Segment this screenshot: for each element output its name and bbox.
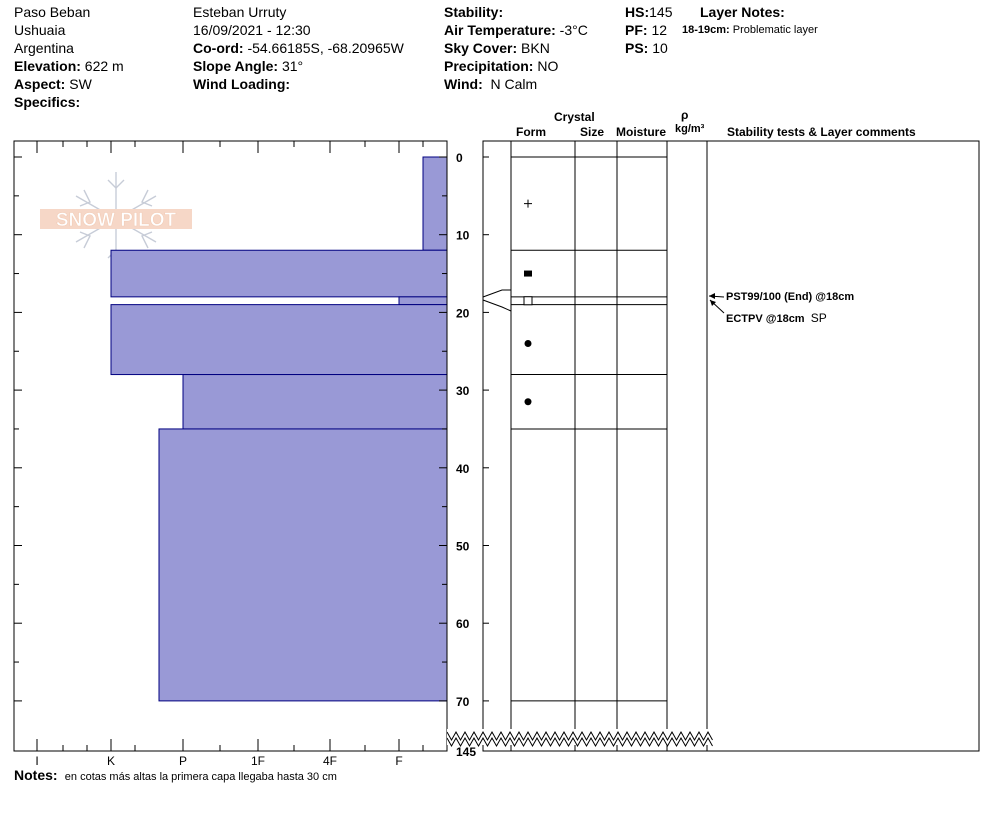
stability-test-pst: PST99/100 (End) @18cm xyxy=(726,291,855,303)
layer-notes-label: Layer Notes: xyxy=(700,4,785,20)
stability-test-ect: ECTPV @18cm SP xyxy=(726,311,827,325)
ps-label: PS: xyxy=(625,40,649,56)
layer-note-entry: 18-19cm: Problematic layer xyxy=(682,24,818,36)
pf-row: PF: 12 xyxy=(625,21,667,39)
thin-layer-connector-bottom xyxy=(482,299,512,312)
elevation-row: Elevation: 622 m xyxy=(14,57,124,75)
hardness-bar-3 xyxy=(110,304,448,376)
logo-text: SNOW PILOT xyxy=(56,210,177,231)
slope-value: 31° xyxy=(281,58,304,74)
hardness-tick-label-F: F xyxy=(395,754,402,768)
specifics-row: Specifics: xyxy=(14,93,80,111)
stability-test-ect-extra: SP xyxy=(810,311,827,325)
hardness-bar-5 xyxy=(158,428,448,702)
depth-tick-label-60: 60 xyxy=(456,617,470,631)
depth-tick-label-10: 10 xyxy=(456,229,470,243)
pf-label: PF: xyxy=(625,22,648,38)
hardness-tick-label-K: K xyxy=(107,754,115,768)
depth-tick-label-70: 70 xyxy=(456,695,470,709)
sky-label: Sky Cover: xyxy=(444,40,518,56)
stability-label: Stability: xyxy=(444,4,504,20)
notes-text: en cotas más altas la primera capa llega… xyxy=(64,771,337,783)
axis-break-zigzag-bottom xyxy=(446,736,713,748)
pf-value: 12 xyxy=(651,22,668,38)
slope-label: Slope Angle: xyxy=(193,58,279,74)
wind-row: Wind: N Calm xyxy=(444,75,537,93)
form-symbol-3 xyxy=(524,339,532,347)
layer-notes-row: Layer Notes: xyxy=(700,3,785,21)
depth-tick-label-40: 40 xyxy=(456,462,470,476)
elevation-value: 622 m xyxy=(84,58,124,74)
stability-test-ect-text: ECTPV @18cm xyxy=(726,313,805,325)
air-temp-value: -3°C xyxy=(559,22,588,38)
size-header: Size xyxy=(580,125,605,139)
notes-row: Notes: en cotas más altas la primera cap… xyxy=(14,767,337,783)
form-symbol-2 xyxy=(523,296,533,306)
hs-label: HS: xyxy=(625,4,650,20)
comments-header: Stability tests & Layer comments xyxy=(727,125,916,139)
coord-value: -54.66185S, -68.20965W xyxy=(247,40,404,56)
observer-name: Esteban Urruty xyxy=(193,4,287,20)
wind-label: Wind: xyxy=(444,76,483,92)
form-header: Form xyxy=(516,125,546,139)
wind-loading-label: Wind Loading: xyxy=(193,76,291,92)
sky-value: BKN xyxy=(521,40,550,56)
axis-break-zigzag-top xyxy=(446,730,713,742)
depth-tick-label-0: 0 xyxy=(456,151,463,165)
hardness-plot-frame xyxy=(13,140,448,752)
density-unit-header: kg/m³ xyxy=(675,123,705,135)
country-name: Argentina xyxy=(14,40,74,56)
precip-value: NO xyxy=(537,58,559,74)
air-temp-label: Air Temperature: xyxy=(444,22,556,38)
ps-value: 10 xyxy=(652,40,668,56)
thin-layer-connector-top xyxy=(482,289,511,298)
crystal-header: Crystal xyxy=(554,110,595,124)
notes-label: Notes: xyxy=(14,767,58,783)
wind-value: N Calm xyxy=(490,76,538,92)
precip-label: Precipitation: xyxy=(444,58,534,74)
coord-label: Co-ord: xyxy=(193,40,244,56)
layer-note-range: 18-19cm: xyxy=(682,24,730,36)
hardness-bar-0 xyxy=(422,156,448,251)
rho-header: ρ xyxy=(681,108,689,122)
hs-value: 145 xyxy=(649,4,673,20)
aspect-row: Aspect: SW xyxy=(14,75,92,93)
hs-row: HS:145 xyxy=(625,3,672,21)
depth-tick-label-20: 20 xyxy=(456,306,470,320)
sky-row: Sky Cover: BKN xyxy=(444,39,550,57)
location-name: Paso Beban xyxy=(14,4,91,20)
test-arrowhead-1 xyxy=(709,293,715,299)
depth-break-label: 145 xyxy=(456,745,476,759)
slope-row: Slope Angle: 31° xyxy=(193,57,303,75)
hardness-bar-2 xyxy=(398,296,448,306)
coord-row: Co-ord: -54.66185S, -68.20965W xyxy=(193,39,404,57)
hardness-bar-4 xyxy=(182,374,448,430)
hardness-tick-label-P: P xyxy=(179,754,187,768)
hardness-tick-label-I: I xyxy=(35,754,38,768)
specifics-label: Specifics: xyxy=(14,94,81,110)
form-symbol-4 xyxy=(524,398,532,406)
hardness-tick-label-1F: 1F xyxy=(251,754,265,768)
aspect-label: Aspect: xyxy=(14,76,66,92)
aspect-value: SW xyxy=(69,76,92,92)
hardness-tick-label-4F: 4F xyxy=(323,754,337,768)
depth-tick-label-50: 50 xyxy=(456,540,470,554)
region-name: Ushuaia xyxy=(14,22,66,38)
layer-note-text: Problematic layer xyxy=(732,24,818,36)
moisture-header: Moisture xyxy=(616,125,667,139)
form-symbol-1 xyxy=(524,270,532,277)
test-arrowhead-2 xyxy=(710,300,716,306)
air-temp-row: Air Temperature: -3°C xyxy=(444,21,588,39)
wind-loading-row: Wind Loading: xyxy=(193,75,290,93)
stability-row: Stability: xyxy=(444,3,503,21)
hardness-bar-1 xyxy=(110,249,448,298)
observation-datetime: 16/09/2021 - 12:30 xyxy=(193,22,311,38)
depth-tick-label-30: 30 xyxy=(456,384,470,398)
ps-row: PS: 10 xyxy=(625,39,668,57)
elevation-label: Elevation: xyxy=(14,58,81,74)
precip-row: Precipitation: NO xyxy=(444,57,558,75)
logo-band xyxy=(40,209,192,229)
layer-table-frame xyxy=(482,140,980,752)
